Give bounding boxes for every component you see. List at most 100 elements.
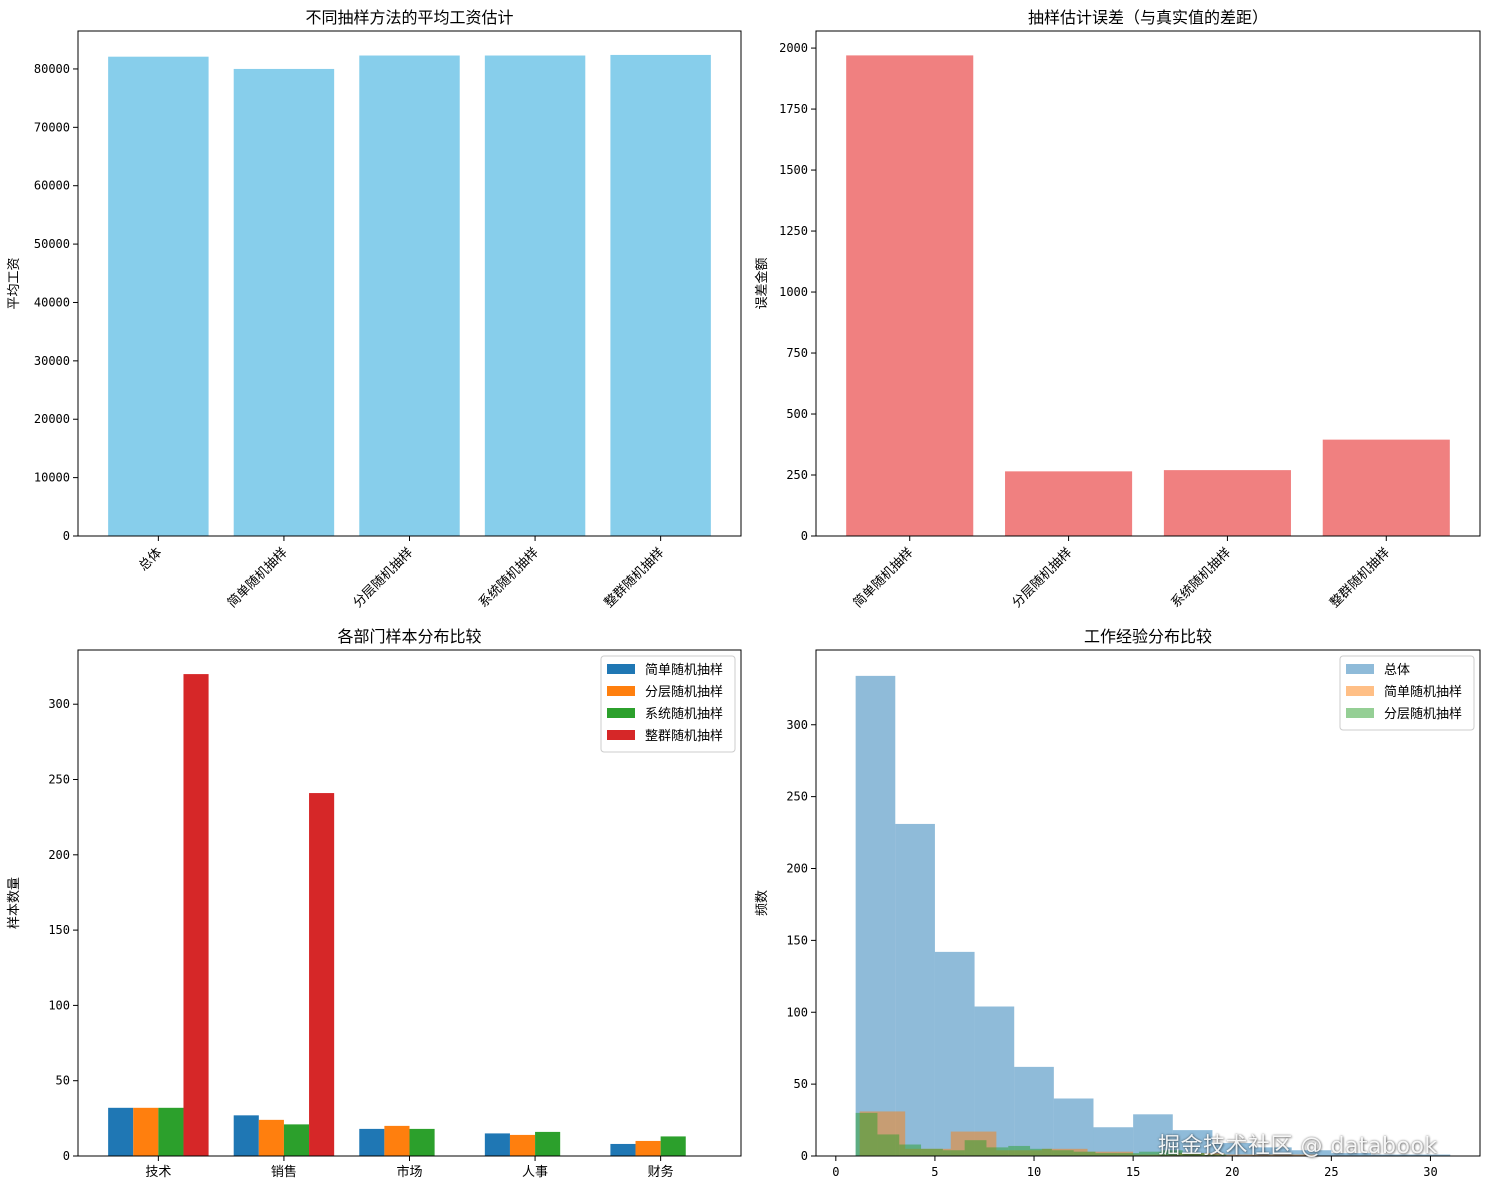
chart3-bin-0-0 (855, 675, 896, 1156)
chart1-ytick-label-2: 500 (786, 407, 808, 421)
chart1-bar-2 (1163, 470, 1291, 536)
chart3-legend-label-1: 简单随机抽样 (1384, 684, 1462, 700)
chart3-bin-2-12 (1117, 1153, 1140, 1156)
chart3-bin-0-4 (1014, 1066, 1054, 1156)
chart2-legend-box (600, 655, 736, 753)
chart2-ylabel: 样本数量 (7, 877, 22, 929)
chart1-ytick-label-3: 750 (786, 346, 808, 360)
chart3-bin-2-9 (1051, 1150, 1074, 1156)
chart3-bin-2-14 (1160, 1150, 1183, 1156)
chart2-bar-2-2 (409, 1128, 435, 1156)
chart3-xtick-label-0: 0 (832, 1165, 839, 1179)
chart3-xtick-label-6: 30 (1423, 1165, 1437, 1179)
chart3-bin-2-0 (855, 1112, 878, 1156)
chart3-ytick-label-0: 0 (801, 1149, 808, 1163)
chart3-bin-2-4 (942, 1150, 965, 1156)
chart3-legend-swatch-0 (1346, 664, 1374, 674)
chart2-ytick-label-0: 0 (63, 1149, 70, 1163)
chart3-title: 工作经验分布比较 (1084, 627, 1212, 646)
chart0-ytick-label-3: 30000 (34, 354, 70, 368)
chart2-bar-0-3 (484, 1133, 510, 1156)
chart2-bar-0-2 (359, 1128, 385, 1156)
chart3-bin-0-2 (934, 951, 975, 1156)
chart0-bar-2 (359, 55, 460, 536)
chart3-bin-0-12 (1331, 1153, 1371, 1156)
chart2-legend-swatch-0 (607, 664, 635, 674)
chart1-bar-0 (846, 55, 974, 537)
chart3-bin-2-13 (1139, 1151, 1161, 1156)
chart3-ylabel: 频数 (755, 890, 770, 916)
chart1-ylabel: 误差金额 (754, 257, 770, 309)
chart2-ytick-label-3: 150 (48, 923, 70, 937)
chart0-ytick-label-7: 70000 (34, 120, 70, 134)
chart2-bar-2-0 (158, 1107, 184, 1156)
chart2-bar-2-3 (535, 1131, 561, 1156)
chart3-bin-0-10 (1252, 1147, 1292, 1156)
chart1-ytick-label-5: 1250 (779, 224, 808, 238)
chart3-bin-0-5 (1053, 1098, 1094, 1156)
chart3-ytick-label-3: 150 (786, 933, 808, 947)
chart3-bin-0-7 (1133, 1114, 1173, 1156)
watermark: 掘金技术社区 @ databook (1158, 1134, 1438, 1159)
chart3-bin-2-10 (1073, 1151, 1096, 1156)
chart2-bar-3-1 (309, 793, 335, 1156)
chart0-frame (77, 30, 742, 537)
chart3-bin-2-3 (921, 1148, 943, 1156)
chart2-legend-label-3: 整群随机抽样 (645, 729, 723, 744)
chart1-bar-1 (1005, 471, 1133, 536)
chart2-bar-1-1 (258, 1119, 284, 1156)
chart0-ytick-label-2: 20000 (34, 412, 70, 426)
chart2-xtick-label-1: 销售 (271, 1164, 297, 1180)
chart0-ytick-label-1: 10000 (34, 471, 70, 485)
chart2-legend-swatch-3 (607, 730, 635, 740)
chart3-bin-2-2 (899, 1144, 922, 1156)
chart0-bar-4 (610, 54, 711, 537)
chart0-bar-3 (484, 55, 586, 536)
chart1-title: 抽样估计误差（与真实值的差距） (1028, 8, 1268, 27)
chart2-bar-1-4 (635, 1140, 661, 1156)
chart1-ytick-label-0: 0 (801, 529, 808, 543)
chart3: 0 50 100 150 200 250 300 频数 0 5 10 15 20 25 30 工作经验分布比较… (755, 627, 1481, 1179)
chart2-bar-0-4 (610, 1143, 636, 1156)
chart3-bin-0-9 (1212, 1143, 1253, 1156)
chart2-title: 各部门样本分布比较 (337, 627, 481, 646)
chart2-ytick-label-2: 100 (48, 998, 70, 1012)
chart3-bin-1-8 (1224, 1154, 1270, 1156)
chart2-bar-1-3 (509, 1134, 536, 1156)
chart1-ytick-label-1: 250 (786, 468, 808, 482)
chart3-legend-label-0: 总体 (1384, 663, 1410, 678)
chart3-legend-swatch-1 (1346, 686, 1374, 696)
chart3-bin-0-1 (895, 823, 935, 1156)
chart3-bin-0-3 (974, 1006, 1015, 1156)
chart3-xtick-label-3: 15 (1126, 1165, 1140, 1179)
chart2-frame (77, 649, 742, 1157)
chart2-bar-2-4 (660, 1136, 686, 1156)
chart2-bar-1-0 (133, 1107, 159, 1156)
chart3-bin-2-7 (1008, 1145, 1031, 1156)
chart0: 0 10000 20000 30000 40000 50000 60000 70000 8000… (7, 8, 742, 611)
chart3-bin-0-14 (1410, 1154, 1451, 1156)
chart3-xtick-label-4: 20 (1225, 1165, 1239, 1179)
chart3-bin-2-8 (1030, 1148, 1052, 1156)
chart0-bar-0 (108, 56, 209, 536)
chart0-ytick-label-4: 40000 (34, 295, 70, 309)
chart3-frame (815, 649, 1481, 1157)
chart0-ytick-label-0: 0 (63, 529, 70, 543)
chart3-bin-2-5 (964, 1140, 987, 1156)
chart3-bin-0-13 (1370, 1154, 1411, 1156)
chart3-legend-label-2: 分层随机抽样 (1384, 707, 1462, 722)
chart2-legend-swatch-2 (607, 708, 635, 718)
chart2-legend-swatch-1 (607, 686, 635, 696)
chart3-bin-2-15 (1182, 1153, 1205, 1156)
chart1-bar-3 (1322, 439, 1450, 536)
chart3-bin-2-16 (1204, 1154, 1227, 1156)
chart0-ylabel: 平均工资 (7, 257, 22, 309)
chart2-ytick-label-4: 200 (48, 848, 70, 862)
chart3-ytick-label-6: 300 (786, 718, 808, 732)
chart2-xtick-label-0: 技术 (145, 1165, 171, 1180)
chart2-legend-label-0: 简单随机抽样 (645, 662, 723, 678)
chart0-ytick-label-5: 50000 (34, 237, 70, 251)
chart1-frame (815, 30, 1481, 537)
